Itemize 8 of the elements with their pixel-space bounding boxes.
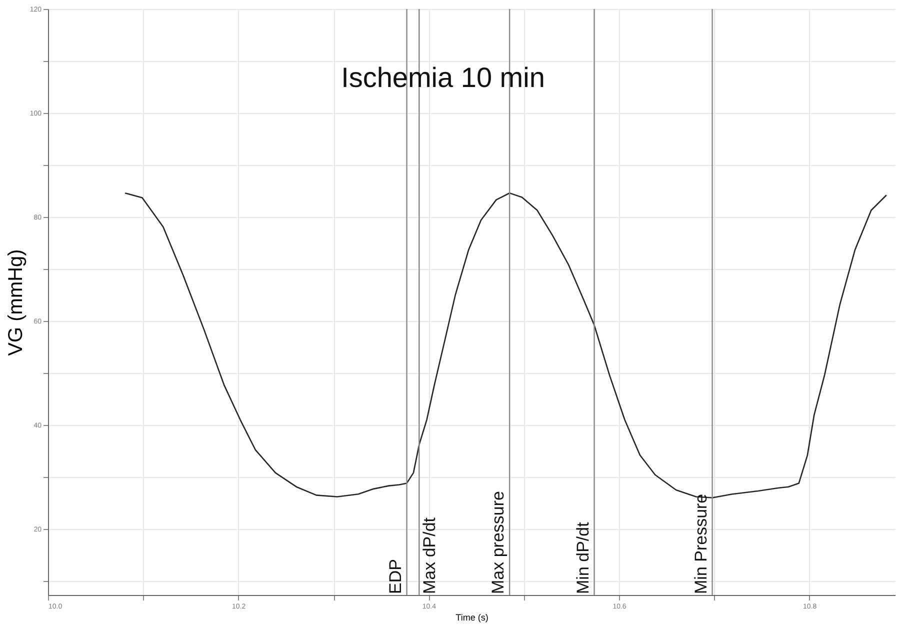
ref-line-label: EDP [386,559,405,594]
x-axis-title: Time (s) [456,612,488,622]
ref-line-label: Min dP/dt [573,522,592,594]
ref-line-label: Max pressure [488,491,508,594]
ref-line-label: Min Pressure [691,494,710,594]
ref-line-label: Max dP/dt [420,517,440,594]
y-axis-title: VG (mmHg) [4,249,27,356]
text: Ischemia 10 min [341,62,545,93]
